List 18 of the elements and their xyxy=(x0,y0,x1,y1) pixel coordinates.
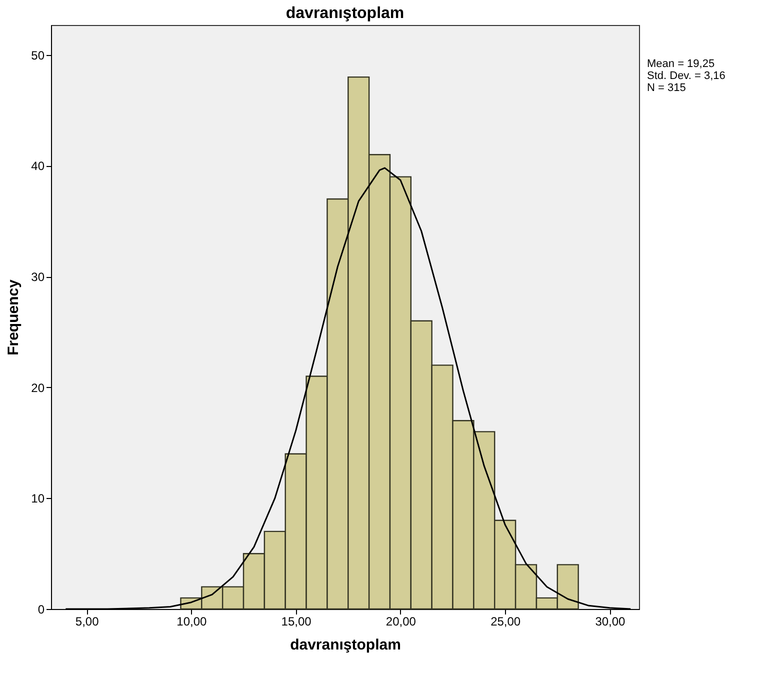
y-tick-label: 30 xyxy=(31,270,45,284)
x-tick-label: 25,00 xyxy=(490,614,521,628)
y-tick-label: 40 xyxy=(31,159,45,174)
y-tick-label: 0 xyxy=(38,602,45,616)
y-tick-label: 50 xyxy=(31,48,45,62)
x-tick-label: 10,00 xyxy=(176,614,208,628)
x-tick-label: 20,00 xyxy=(386,614,416,628)
x-tick-label: 30,00 xyxy=(595,614,626,628)
x-axis-title: davranıştoplam xyxy=(290,636,401,654)
y-tick-label: 10 xyxy=(31,492,45,506)
x-tick-label: 5,00 xyxy=(75,614,100,628)
text: Std. Dev. = 3,16 xyxy=(647,70,726,82)
x-tick-label: 15,00 xyxy=(281,614,312,628)
chart-title: davranıştoplam xyxy=(286,5,404,22)
text: Mean = 19,25 xyxy=(647,58,715,70)
y-axis-title: Frequency xyxy=(5,278,22,356)
text: N = 315 xyxy=(647,82,686,94)
y-tick-label: 20 xyxy=(31,380,45,395)
